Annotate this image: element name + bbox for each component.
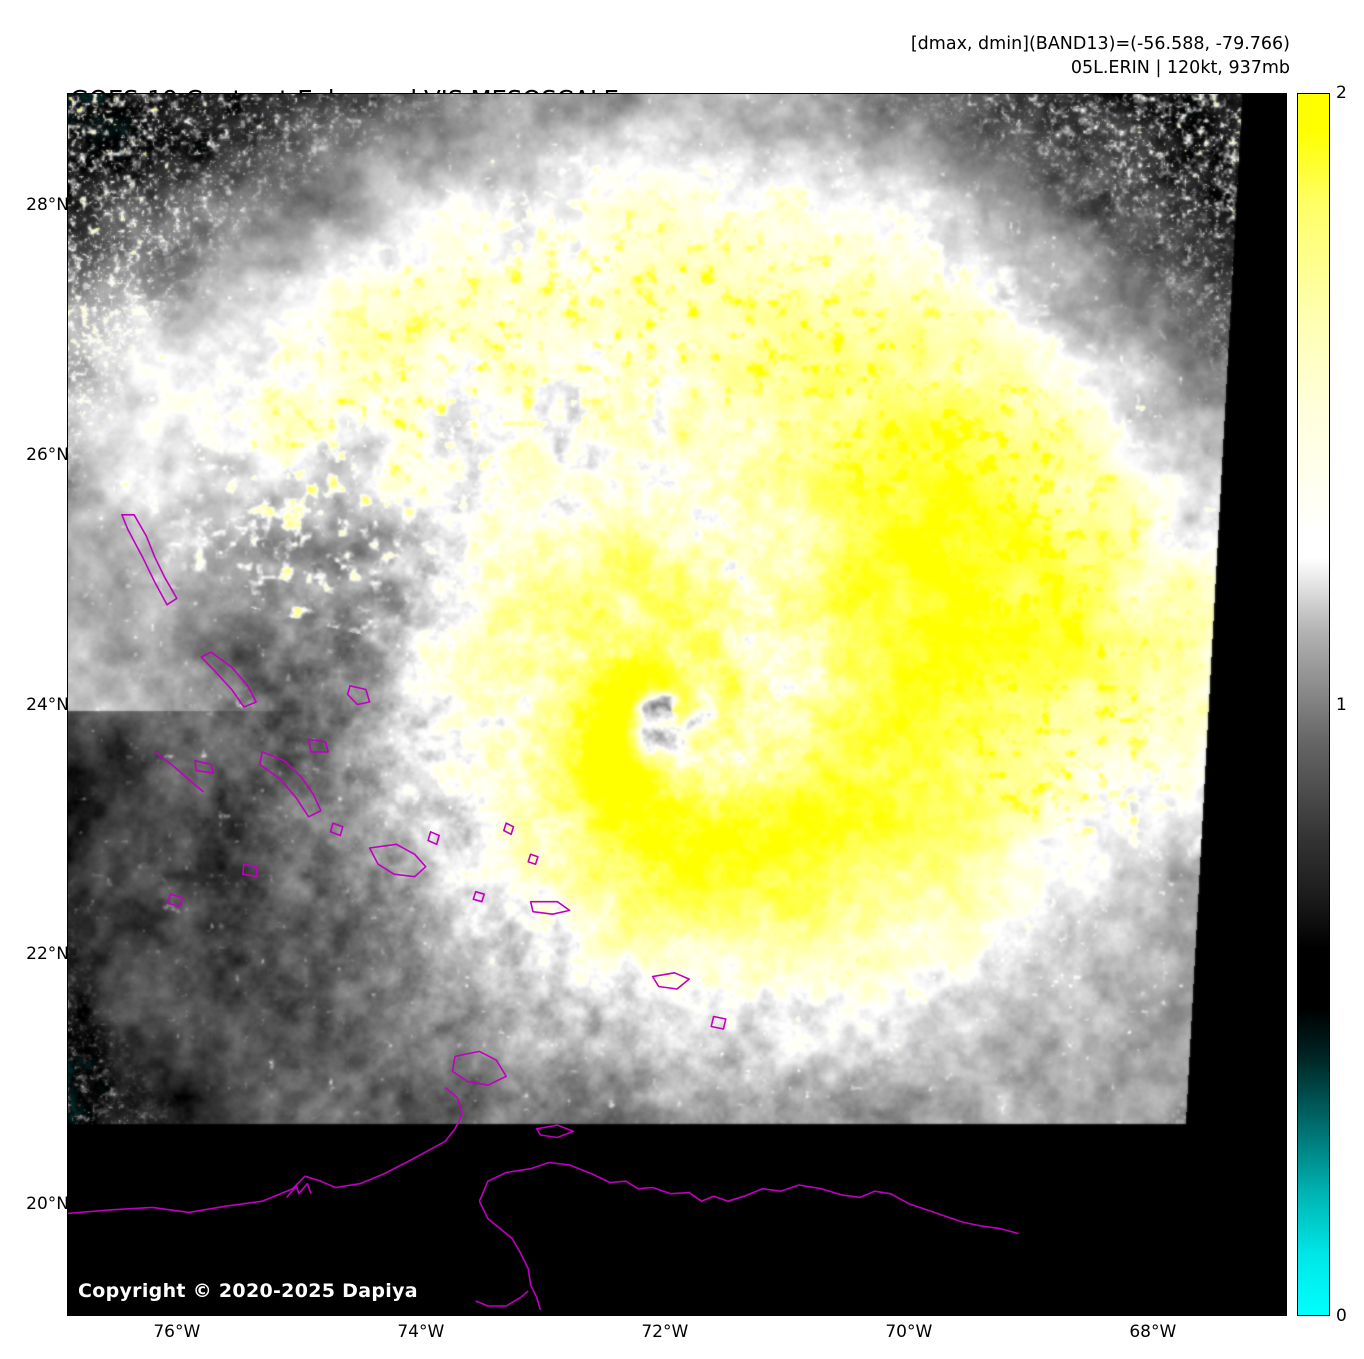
colorbar-tick-0: 2 (1336, 83, 1347, 103)
coastline-path (710, 1015, 727, 1030)
satellite-image-plot[interactable] (67, 93, 1287, 1316)
coastline-path (241, 863, 259, 878)
satellite-imagery-canvas (67, 93, 1287, 1316)
coastline-path (285, 1182, 312, 1198)
coastline-path (529, 900, 571, 916)
coastline-path (121, 513, 178, 606)
coastline-path (527, 853, 539, 866)
x-axis-tick-0: 76°W (153, 1322, 201, 1342)
coastline-path (472, 890, 486, 903)
x-axis-tick-4: 68°W (1129, 1322, 1177, 1342)
coastline-path (535, 1124, 575, 1139)
y-axis-tick-3: 22°N (26, 944, 69, 965)
header-info: [dmax, dmin](BAND13)=(-56.588, -79.766) … (911, 32, 1290, 80)
y-axis-tick-2: 24°N (26, 694, 69, 715)
coastline-overlay (67, 513, 1019, 1311)
coastline-path (478, 1161, 1019, 1235)
coastline-path (502, 822, 515, 836)
y-axis-tick-4: 20°N (26, 1193, 69, 1214)
band-range-info: [dmax, dmin](BAND13)=(-56.588, -79.766) (910, 34, 1290, 54)
x-axis-tick-2: 72°W (641, 1322, 689, 1342)
colorbar-tick-2: 0 (1336, 1306, 1347, 1326)
coastline-path (200, 651, 257, 708)
coastline-path (346, 684, 371, 706)
coastline-path (154, 751, 205, 793)
coastline-path (329, 822, 344, 837)
coastline-path (651, 971, 691, 990)
y-axis-tick-1: 26°N (26, 444, 69, 465)
copyright-label: Copyright © 2020-2025 Dapiya (78, 1280, 418, 1302)
x-axis-tick-1: 74°W (397, 1322, 445, 1342)
coastline-path (166, 893, 184, 908)
coastline-path (307, 738, 329, 753)
coastline-path (368, 843, 427, 878)
coastline-path (67, 1086, 464, 1215)
coastline-path (451, 1050, 508, 1086)
x-axis-tick-3: 70°W (885, 1322, 933, 1342)
coastline-path (427, 830, 440, 846)
storm-info: 05L.ERIN | 120kt, 937mb (1070, 58, 1290, 78)
y-axis-tick-0: 28°N (26, 195, 69, 216)
coastline-path (194, 759, 215, 774)
coastline-path (259, 751, 322, 818)
coastline-path (478, 1200, 542, 1311)
colorbar (1297, 93, 1330, 1316)
coastline-path (475, 1290, 529, 1307)
colorbar-tick-1: 1 (1336, 694, 1347, 715)
